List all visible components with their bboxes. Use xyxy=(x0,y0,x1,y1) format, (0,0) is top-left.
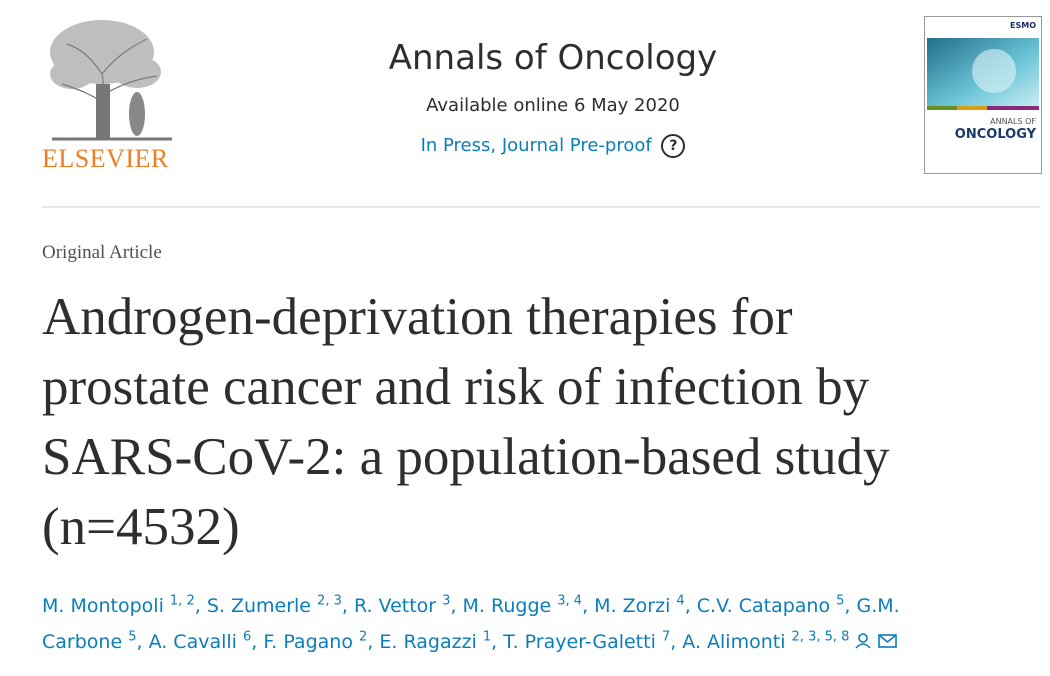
separator: , xyxy=(251,631,264,653)
author[interactable]: S. Zumerle 2, 3 xyxy=(207,595,342,617)
affiliation[interactable]: 5 xyxy=(128,629,137,645)
title-line: SARS-CoV-2: a population-based study xyxy=(42,428,890,486)
author-name[interactable]: F. Pagano xyxy=(263,631,353,653)
title-line: Androgen-deprivation therapies for xyxy=(42,288,793,346)
affiliation[interactable]: 3 xyxy=(442,593,451,609)
article-title: Androgen-deprivation therapies for prosta… xyxy=(42,282,890,562)
author-name[interactable]: M. Zorzi xyxy=(594,595,671,617)
elsevier-logo[interactable] xyxy=(42,14,182,144)
author[interactable]: C.V. Catapano 5 xyxy=(697,595,845,617)
separator: , xyxy=(844,595,857,617)
author[interactable]: E. Ragazzi 1 xyxy=(379,631,491,653)
separator: , xyxy=(491,631,504,653)
author-name[interactable]: G.M. Carbone xyxy=(42,595,900,653)
cover-badge: ESMO xyxy=(1010,21,1036,30)
affiliation[interactable]: 6 xyxy=(243,629,252,645)
author[interactable]: M. Rugge 3, 4 xyxy=(463,595,583,617)
separator: , xyxy=(670,631,683,653)
separator: , xyxy=(341,595,354,617)
author[interactable]: A. Cavalli 6 xyxy=(149,631,252,653)
author[interactable]: A. Alimonti 2, 3, 5, 8 xyxy=(682,631,849,653)
separator: , xyxy=(450,595,463,617)
affiliation[interactable]: 2 xyxy=(359,629,368,645)
author-name[interactable]: C.V. Catapano xyxy=(696,595,831,617)
author-name[interactable]: M. Montopoli xyxy=(42,595,164,617)
status-text: In Press, Journal Pre-proof xyxy=(420,135,652,156)
author-name[interactable]: M. Rugge xyxy=(462,595,552,617)
separator: , xyxy=(582,595,595,617)
status: In Press, Journal Pre-proof ? xyxy=(300,134,806,158)
cover-title: ONCOLOGY xyxy=(955,127,1037,142)
author[interactable]: F. Pagano 2 xyxy=(263,631,367,653)
affiliation[interactable]: 7 xyxy=(661,629,671,645)
affiliation[interactable]: 1 xyxy=(482,629,492,645)
author-name[interactable]: A. Alimonti xyxy=(682,631,786,653)
title-line: (n=4532) xyxy=(42,498,240,556)
separator: , xyxy=(367,631,380,653)
publisher-name: ELSEVIER xyxy=(42,144,169,173)
available-date: Available online 6 May 2020 xyxy=(426,95,680,116)
article-type: Original Article xyxy=(42,242,162,263)
author-name[interactable]: T. Prayer-Galetti xyxy=(503,631,656,653)
separator: , xyxy=(136,631,149,653)
author[interactable]: M. Zorzi 4 xyxy=(594,595,685,617)
contact-icons[interactable] xyxy=(855,632,899,650)
affiliation[interactable]: 2, 3 xyxy=(317,593,342,609)
help-icon[interactable]: ? xyxy=(661,134,686,158)
journal-cover[interactable]: ESMO ANNALS OF ONCOLOGY xyxy=(924,16,1042,174)
author-name[interactable]: R. Vettor xyxy=(353,595,437,617)
author[interactable]: R. Vettor 3 xyxy=(354,595,450,617)
cover-line: ANNALS OF xyxy=(990,117,1036,126)
divider xyxy=(42,206,1040,208)
separator: , xyxy=(194,595,207,617)
title-line: prostate cancer and risk of infection by xyxy=(42,358,870,416)
author-name[interactable]: E. Ragazzi xyxy=(379,631,477,653)
author[interactable]: G.M. Carbone 5 xyxy=(42,595,900,653)
affiliation[interactable]: 5 xyxy=(836,593,845,609)
separator: , xyxy=(684,595,697,617)
affiliation[interactable]: 3, 4 xyxy=(557,593,583,609)
author[interactable]: T. Prayer-Galetti 7 xyxy=(503,631,670,653)
author-list: M. Montopoli 1, 2, S. Zumerle 2, 3, R. V… xyxy=(42,588,1002,660)
affiliation[interactable]: 2, 3, 5, 8 xyxy=(791,629,850,645)
author-name[interactable]: S. Zumerle xyxy=(206,595,311,617)
author[interactable]: M. Montopoli 1, 2 xyxy=(42,595,195,617)
author-name[interactable]: A. Cavalli xyxy=(148,631,237,653)
affiliation[interactable]: 4 xyxy=(676,593,685,609)
journal-title[interactable]: Annals of Oncology xyxy=(388,38,718,78)
affiliation[interactable]: 1, 2 xyxy=(169,593,195,609)
